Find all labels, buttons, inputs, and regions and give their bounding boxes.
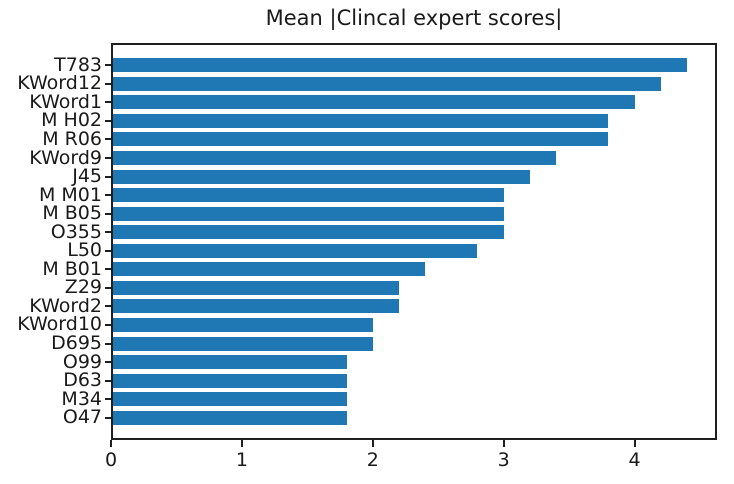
- y-tick-mark: [105, 194, 111, 197]
- y-tick-mark: [105, 305, 111, 308]
- bar-m-b05: [113, 206, 504, 221]
- y-tick-label-m-b05: M B05: [42, 202, 102, 225]
- bar-d63: [113, 373, 347, 388]
- y-tick-mark: [105, 175, 111, 178]
- bar-m-r06: [113, 132, 609, 147]
- y-tick-label-o47: O47: [62, 406, 102, 429]
- x-tick-mark: [110, 440, 112, 447]
- y-tick-mark: [105, 398, 111, 401]
- bar-kword1: [113, 95, 635, 110]
- y-tick-mark: [105, 323, 111, 326]
- y-tick-mark: [105, 416, 111, 419]
- bar-m-h02: [113, 113, 609, 128]
- y-tick-label-z29: Z29: [64, 276, 102, 299]
- bar-z29: [113, 280, 399, 295]
- bar-kword10: [113, 317, 373, 332]
- bar-m-m01: [113, 188, 504, 203]
- y-tick-mark: [105, 157, 111, 160]
- y-tick-label-o355: O355: [50, 220, 102, 243]
- bar-kword2: [113, 299, 399, 314]
- x-tick-mark: [240, 440, 243, 447]
- y-tick-mark: [105, 231, 111, 234]
- bar-o355: [113, 225, 504, 240]
- x-tick-label-0: 0: [104, 449, 118, 471]
- y-tick-label-m-h02: M H02: [41, 109, 102, 132]
- x-tick-label-2: 2: [366, 449, 379, 471]
- y-tick-mark: [105, 286, 111, 289]
- y-tick-label-kword10: KWord10: [17, 313, 102, 336]
- y-tick-mark: [105, 138, 111, 141]
- x-tick-label-3: 3: [497, 449, 510, 471]
- x-tick-mark: [633, 440, 636, 447]
- bar-l50: [113, 243, 478, 258]
- y-tick-mark: [105, 119, 111, 122]
- bar-o99: [113, 355, 347, 370]
- x-tick-label-1: 1: [235, 449, 248, 471]
- y-tick-mark: [105, 212, 111, 215]
- y-tick-label-kword1: KWord1: [29, 90, 102, 113]
- y-tick-mark: [105, 64, 111, 67]
- y-tick-mark: [105, 249, 111, 252]
- y-tick-label-kword12: KWord12: [17, 72, 102, 95]
- bar-t783: [113, 58, 687, 73]
- y-tick-label-m-m01: M M01: [38, 183, 102, 206]
- y-tick-label-t783: T783: [54, 53, 102, 76]
- y-tick-label-o99: O99: [62, 350, 102, 373]
- bar-o47: [113, 410, 347, 425]
- y-tick-label-d63: D63: [63, 369, 102, 392]
- y-tick-label-d695: D695: [51, 332, 102, 355]
- x-tick-label-4: 4: [628, 449, 641, 471]
- x-tick-mark: [502, 440, 505, 447]
- y-tick-mark: [105, 82, 111, 85]
- bar-m-b01: [113, 262, 426, 277]
- bar-d695: [113, 336, 373, 351]
- y-tick-mark: [105, 101, 111, 104]
- bar-kword9: [113, 151, 556, 166]
- y-tick-label-kword2: KWord2: [29, 294, 102, 317]
- bar-j45: [113, 169, 530, 184]
- y-tick-label-kword9: KWord9: [29, 146, 102, 169]
- y-tick-label-m-b01: M B01: [42, 257, 102, 280]
- chart-title: Mean |Clincal expert scores|: [265, 6, 563, 30]
- y-tick-mark: [105, 361, 111, 364]
- y-tick-mark: [105, 379, 111, 382]
- y-tick-label-m34: M34: [61, 387, 102, 410]
- bar-m34: [113, 392, 347, 407]
- y-tick-label-l50: L50: [67, 239, 102, 262]
- y-tick-label-m-r06: M R06: [42, 127, 102, 150]
- y-tick-mark: [105, 268, 111, 271]
- x-tick-mark: [371, 440, 374, 447]
- y-tick-mark: [105, 342, 111, 345]
- bar-kword12: [113, 76, 661, 91]
- y-tick-label-j45: J45: [72, 165, 102, 188]
